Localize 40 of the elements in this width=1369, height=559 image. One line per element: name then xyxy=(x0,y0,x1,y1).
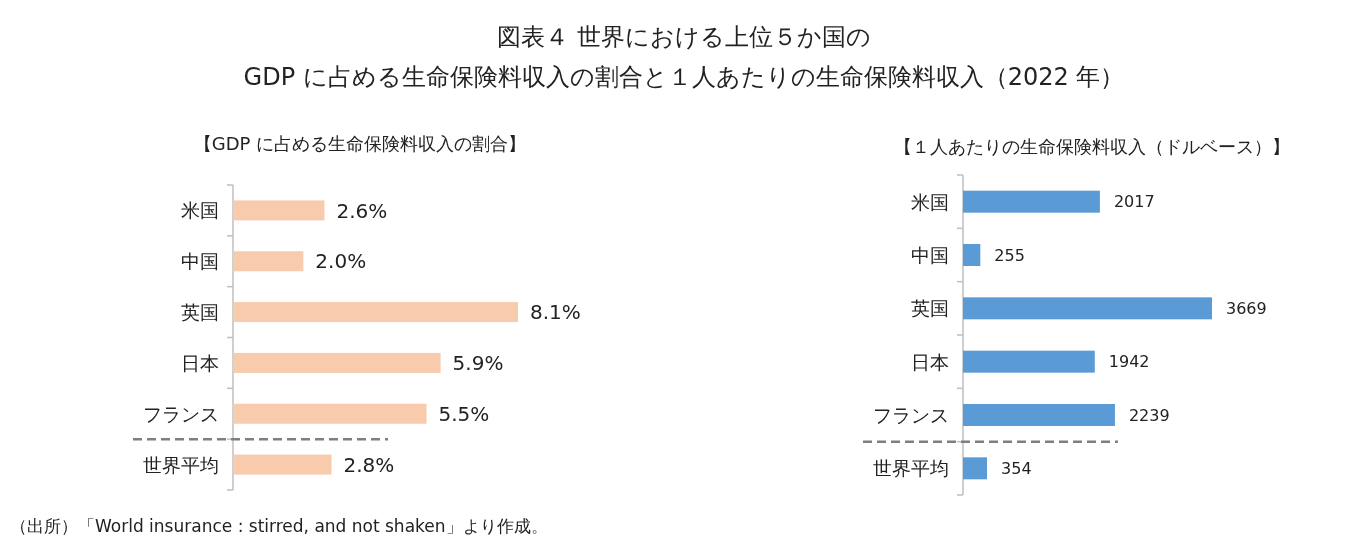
bar xyxy=(233,251,304,272)
bar xyxy=(233,200,325,221)
data-label: 5.9% xyxy=(452,351,504,376)
data-label: 2.6% xyxy=(336,198,388,223)
y-tick-label: 米国 xyxy=(181,199,219,222)
y-tick-label: 日本 xyxy=(181,351,219,374)
chart-subtitle: 【１人あたりの生命保険料収入（ドルベース）】 xyxy=(894,136,1290,157)
data-label: 2.0% xyxy=(315,249,367,274)
bar xyxy=(233,403,427,424)
y-tick-label: 米国 xyxy=(911,190,949,213)
data-label: 1942 xyxy=(1108,352,1150,372)
data-label: 5.5% xyxy=(438,401,490,426)
data-label: 3669 xyxy=(1226,299,1267,319)
bar xyxy=(963,297,1212,320)
y-tick-label: 日本 xyxy=(911,350,949,373)
bar xyxy=(233,454,332,475)
chart-subtitle: 【GDP に占める生命保険料収入の割合】 xyxy=(193,133,527,154)
y-tick-label: 英国 xyxy=(911,297,949,320)
bar xyxy=(963,190,1100,213)
bar xyxy=(963,404,1115,426)
data-label: 2017 xyxy=(1113,192,1155,212)
data-label: 2239 xyxy=(1128,405,1170,425)
y-tick-label: 中国 xyxy=(911,244,949,266)
bar xyxy=(233,302,518,323)
y-tick-label: フランス xyxy=(873,404,949,426)
data-label: 8.1% xyxy=(530,300,581,325)
data-label: 255 xyxy=(994,245,1025,265)
bar xyxy=(963,244,981,266)
y-tick-label: 中国 xyxy=(181,250,219,273)
y-tick-label: 英国 xyxy=(181,301,219,324)
bar xyxy=(963,350,1095,373)
y-tick-label: 世界平均 xyxy=(873,457,949,480)
data-label: 2.8% xyxy=(343,452,395,477)
y-tick-label: フランス xyxy=(143,402,219,425)
text: （出所）「World insurance : stirred, and not shaken」より作成。 xyxy=(10,516,548,536)
y-tick-label: 世界平均 xyxy=(143,453,219,476)
bar xyxy=(233,352,441,373)
text: 図表４ 世界における上位５か国の GDP に占める生命保険料収入の割合と１人あたりの生命保険料収入（2022 年） xyxy=(243,23,1125,91)
data-label: 354 xyxy=(1001,459,1032,479)
bar xyxy=(963,457,988,480)
